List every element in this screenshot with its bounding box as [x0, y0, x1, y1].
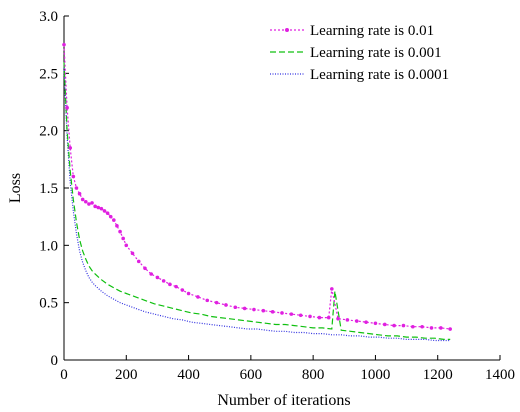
data-point [448, 327, 452, 331]
data-point [336, 316, 340, 321]
x-tick-label: 0 [60, 367, 68, 383]
data-point [298, 313, 303, 318]
data-point [115, 224, 119, 228]
data-point [74, 186, 79, 190]
data-point [317, 315, 322, 320]
x-tick-label: 1400 [485, 367, 515, 383]
data-point [112, 218, 116, 222]
data-point [326, 315, 331, 320]
data-point [270, 310, 275, 314]
data-point [214, 300, 219, 305]
data-point [80, 197, 85, 202]
x-tick-label: 400 [177, 367, 200, 383]
data-point [130, 251, 135, 256]
y-tick-label: 2.5 [39, 66, 58, 82]
data-point [99, 206, 104, 211]
legend: Learning rate is 0.01 Learning rate is 0.… [270, 23, 449, 83]
legend-label: Learning rate is 0.01 [310, 23, 434, 39]
data-point [308, 314, 312, 319]
data-point [252, 307, 256, 312]
data-point [392, 323, 396, 328]
data-point [105, 211, 110, 216]
y-axis-title: Loss [7, 173, 24, 203]
data-point [174, 284, 178, 289]
series-learning-rate-is-0-0001 [63, 67, 451, 342]
data-point [121, 236, 125, 241]
data-point [84, 199, 88, 204]
data-point [401, 323, 406, 328]
data-point [87, 202, 91, 206]
x-tick-label: 200 [115, 367, 138, 383]
data-point [168, 282, 172, 287]
y-tick-label: 1.0 [39, 238, 58, 254]
data-point [77, 191, 82, 196]
data-point [289, 312, 294, 316]
data-point [155, 275, 160, 280]
data-point [373, 321, 378, 326]
data-point [136, 259, 141, 264]
data-point [439, 326, 443, 330]
data-point [143, 266, 147, 271]
data-point [420, 324, 424, 329]
data-point [224, 303, 228, 307]
data-point [96, 205, 101, 210]
legend-item: Learning rate is 0.001 [270, 45, 442, 61]
data-point [62, 42, 66, 47]
legend-label: Learning rate is 0.0001 [310, 67, 449, 83]
y-tick-label: 0.5 [39, 296, 58, 312]
data-point [161, 279, 166, 283]
series-learning-rate-is-0-01 [62, 42, 452, 331]
series-layer [62, 42, 452, 342]
data-point [180, 288, 185, 292]
data-point [354, 319, 359, 323]
x-tick-label: 600 [240, 367, 263, 383]
data-point [71, 174, 76, 179]
series-line [63, 61, 451, 340]
data-point [242, 306, 247, 311]
y-tick-label: 1.5 [39, 181, 58, 197]
axes: 0 200 400 600 800 1000 1200 1400 0 0.5 1.0 1.5 2.0 2.… [39, 9, 515, 383]
data-point [382, 322, 387, 327]
data-point [196, 295, 200, 299]
data-point [186, 291, 191, 296]
x-tick-label: 1200 [423, 367, 453, 383]
legend-marker [285, 28, 289, 32]
data-point [429, 326, 434, 330]
series-line [63, 44, 451, 330]
data-point [149, 272, 153, 276]
y-tick-label: 2.0 [39, 124, 58, 140]
data-point [102, 209, 107, 213]
x-axis-title: Number of iterations [217, 392, 350, 409]
data-point [93, 204, 97, 209]
legend-item: Learning rate is 0.0001 [270, 67, 449, 83]
y-tick-label: 3.0 [39, 9, 58, 25]
x-tick-label: 1000 [360, 367, 390, 383]
data-point [280, 311, 284, 315]
data-point [108, 214, 113, 219]
x-tick-label: 800 [302, 367, 325, 383]
legend-item: Learning rate is 0.01 [270, 23, 434, 39]
data-point [205, 298, 210, 303]
data-point [330, 287, 334, 291]
data-point [118, 229, 122, 234]
series-line [63, 67, 451, 342]
data-point [364, 320, 368, 324]
series-learning-rate-is-0-001 [63, 61, 451, 340]
data-point [65, 105, 69, 110]
y-tick-label: 0 [51, 353, 59, 369]
legend-label: Learning rate is 0.001 [310, 45, 442, 61]
data-point [90, 201, 94, 205]
data-point [68, 146, 73, 150]
data-point [345, 318, 350, 322]
data-point [233, 305, 238, 310]
data-point [411, 324, 415, 329]
data-point [261, 308, 266, 313]
data-point [124, 243, 129, 248]
